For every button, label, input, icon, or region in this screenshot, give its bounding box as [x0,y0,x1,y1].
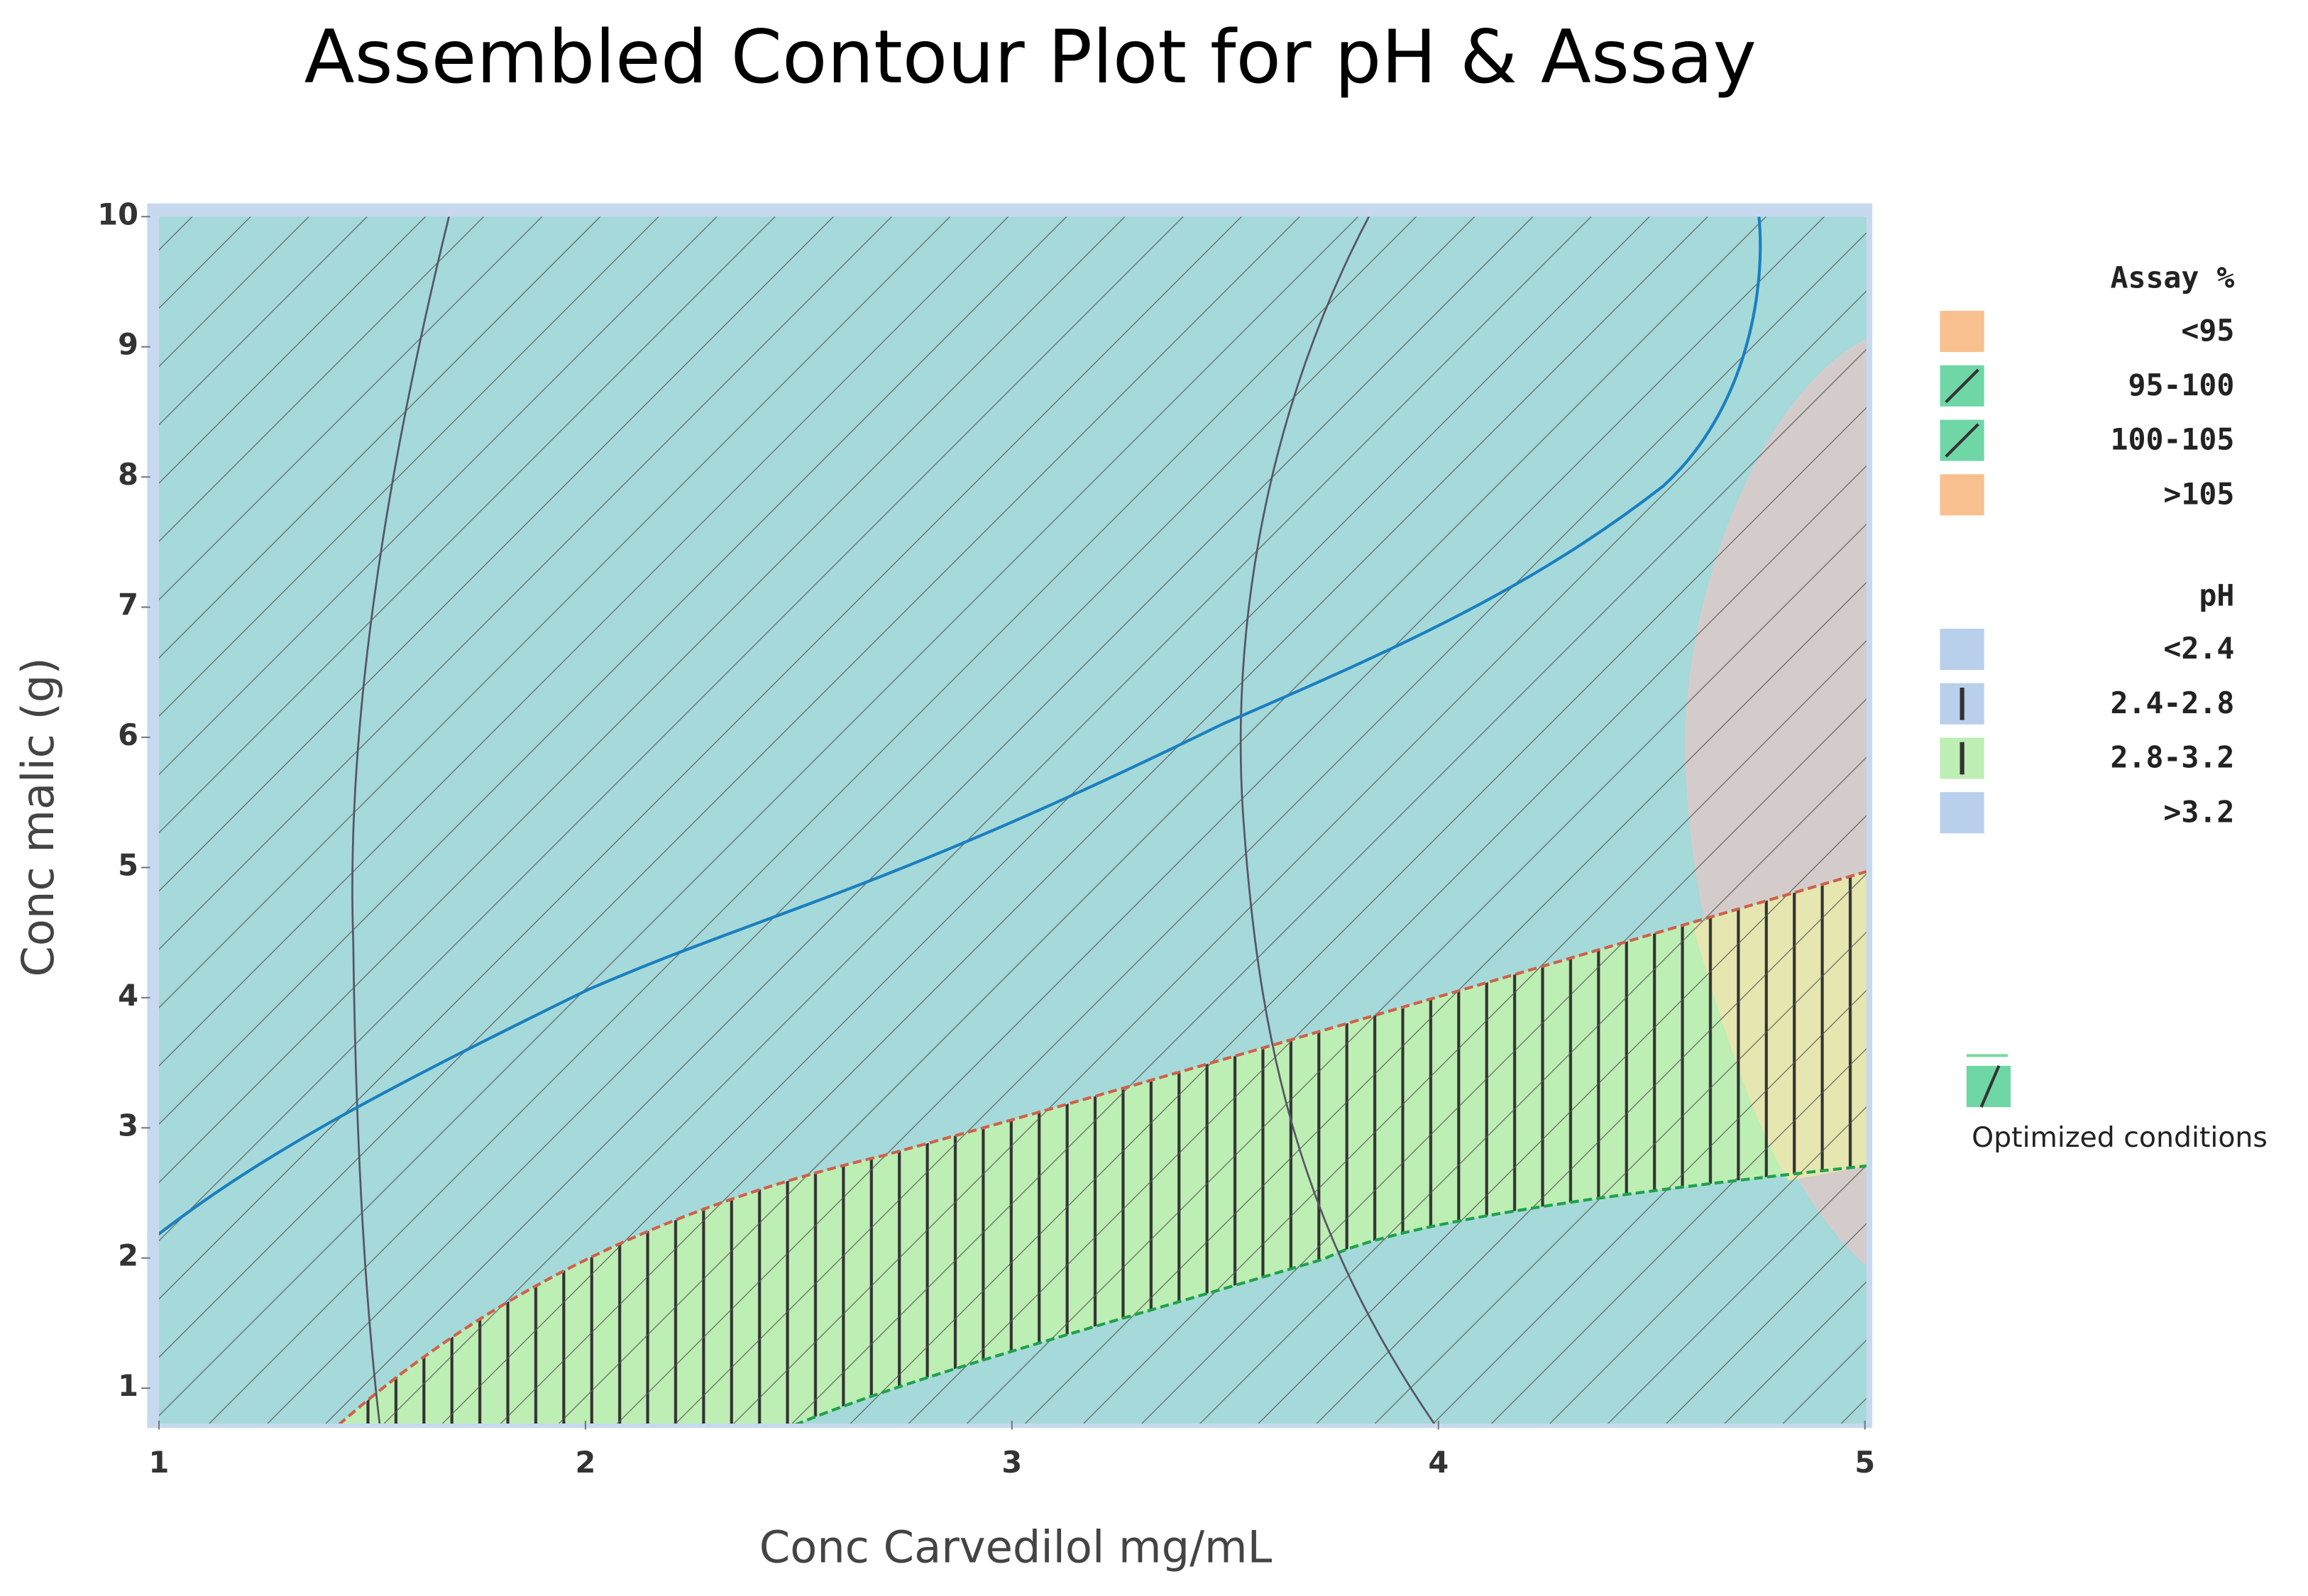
contour-line [338,870,1867,1424]
legend-label: 2.4-2.8 [2111,686,2235,720]
legend-hatch [1979,1065,2001,1108]
y-tick-label: 3 [118,1108,138,1143]
legend-label: <95 [2181,314,2234,348]
legend-label: <2.4 [2163,632,2234,666]
y-tick-label: 5 [118,848,138,882]
legend-swatch [1940,628,1984,671]
x-tick-label: 1 [149,1446,170,1480]
y-tick-label: 9 [118,328,138,362]
legend-label: 2.8-3.2 [2111,741,2235,775]
chart-title: Assembled Contour Plot for pH & Assay [304,15,1757,100]
legend-label: >3.2 [2163,795,2234,829]
legend-title: pH [2199,578,2234,612]
plot-area [158,216,1867,1424]
x-tick-label: 2 [575,1446,595,1480]
annotation: Optimized conditions [1972,1121,2268,1154]
legend-swatch [1940,792,1984,834]
y-tick-label: 4 [118,979,138,1013]
legend-label: 100-105 [2111,423,2235,457]
y-tick-label: 6 [118,718,138,752]
legend-label: >105 [2163,477,2234,511]
contour-line [351,216,450,1424]
region-hatch [158,216,1867,1424]
legend-hatch [1945,423,1979,458]
y-tick-label: 8 [118,458,138,492]
x-tick-label: 3 [1001,1446,1022,1480]
y-tick-label: 7 [118,588,138,622]
legend-swatch [1940,311,1984,353]
legend-annotation: Optimized conditions [1966,1054,2268,1154]
contour-line [158,216,1762,1236]
x-axis-label: Conc Carvedilol mg/mL [759,1521,1273,1573]
legend-hatch [1945,368,1979,404]
x-tick-label: 4 [1428,1446,1449,1480]
contour-line [1239,216,1436,1424]
legend-label: 95-100 [2128,368,2234,402]
legend-swatch [1940,474,1984,516]
y-tick-label: 1 [118,1369,138,1403]
y-tick-label: 10 [97,197,138,231]
legend-title: Assay % [2111,260,2235,295]
y-axis-label: Conc malic (g) [12,657,64,976]
y-tick-label: 2 [118,1239,138,1273]
x-tick-label: 5 [1854,1446,1875,1480]
contour-line [794,1164,1867,1424]
